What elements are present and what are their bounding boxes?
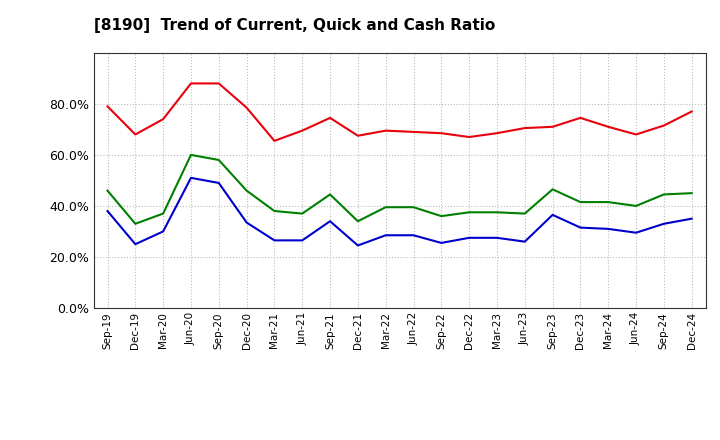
- Quick Ratio: [660, 192, 668, 197]
- Quick Ratio: [576, 199, 585, 205]
- Cash Ratio: [354, 243, 362, 248]
- Cash Ratio: [465, 235, 474, 240]
- Current Ratio: [688, 109, 696, 114]
- Quick Ratio: [688, 191, 696, 196]
- Line: Current Ratio: Current Ratio: [107, 84, 692, 141]
- Cash Ratio: [492, 235, 501, 240]
- Current Ratio: [298, 128, 307, 133]
- Cash Ratio: [437, 240, 446, 246]
- Current Ratio: [631, 132, 640, 137]
- Quick Ratio: [186, 152, 195, 158]
- Quick Ratio: [409, 205, 418, 210]
- Quick Ratio: [631, 203, 640, 209]
- Cash Ratio: [131, 242, 140, 247]
- Quick Ratio: [437, 213, 446, 219]
- Current Ratio: [354, 133, 362, 139]
- Current Ratio: [409, 129, 418, 135]
- Current Ratio: [549, 124, 557, 129]
- Quick Ratio: [242, 188, 251, 193]
- Quick Ratio: [382, 205, 390, 210]
- Current Ratio: [465, 134, 474, 139]
- Cash Ratio: [325, 219, 334, 224]
- Cash Ratio: [103, 209, 112, 214]
- Quick Ratio: [131, 221, 140, 227]
- Quick Ratio: [521, 211, 529, 216]
- Current Ratio: [660, 123, 668, 128]
- Quick Ratio: [215, 158, 223, 163]
- Current Ratio: [215, 81, 223, 86]
- Cash Ratio: [688, 216, 696, 221]
- Quick Ratio: [549, 187, 557, 192]
- Cash Ratio: [660, 221, 668, 227]
- Cash Ratio: [604, 226, 613, 231]
- Current Ratio: [437, 131, 446, 136]
- Current Ratio: [242, 105, 251, 110]
- Line: Cash Ratio: Cash Ratio: [107, 178, 692, 246]
- Cash Ratio: [159, 229, 168, 234]
- Quick Ratio: [103, 188, 112, 193]
- Quick Ratio: [604, 199, 613, 205]
- Current Ratio: [186, 81, 195, 86]
- Text: [8190]  Trend of Current, Quick and Cash Ratio: [8190] Trend of Current, Quick and Cash …: [94, 18, 495, 33]
- Quick Ratio: [159, 211, 168, 216]
- Quick Ratio: [298, 211, 307, 216]
- Cash Ratio: [215, 180, 223, 186]
- Quick Ratio: [465, 210, 474, 215]
- Current Ratio: [270, 138, 279, 143]
- Cash Ratio: [576, 225, 585, 230]
- Line: Quick Ratio: Quick Ratio: [107, 155, 692, 224]
- Current Ratio: [382, 128, 390, 133]
- Cash Ratio: [242, 220, 251, 225]
- Current Ratio: [492, 131, 501, 136]
- Cash Ratio: [186, 175, 195, 180]
- Cash Ratio: [549, 212, 557, 217]
- Cash Ratio: [631, 230, 640, 235]
- Quick Ratio: [492, 210, 501, 215]
- Quick Ratio: [354, 219, 362, 224]
- Current Ratio: [131, 132, 140, 137]
- Quick Ratio: [270, 209, 279, 214]
- Cash Ratio: [298, 238, 307, 243]
- Cash Ratio: [521, 239, 529, 244]
- Current Ratio: [159, 117, 168, 122]
- Cash Ratio: [270, 238, 279, 243]
- Quick Ratio: [325, 192, 334, 197]
- Current Ratio: [325, 115, 334, 121]
- Current Ratio: [103, 104, 112, 109]
- Current Ratio: [521, 125, 529, 131]
- Cash Ratio: [409, 233, 418, 238]
- Current Ratio: [576, 115, 585, 121]
- Cash Ratio: [382, 233, 390, 238]
- Current Ratio: [604, 124, 613, 129]
